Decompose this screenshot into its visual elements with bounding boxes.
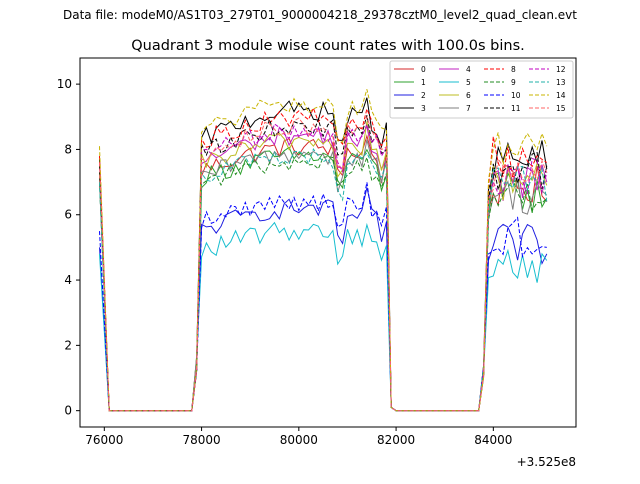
x-tick-label: 84000: [474, 433, 512, 447]
y-tick-label: 8: [64, 142, 72, 156]
y-tick-label: 4: [64, 273, 72, 287]
x-tick-label: 82000: [377, 433, 415, 447]
legend-label-13: 13: [556, 78, 566, 87]
legend-label-3: 3: [421, 104, 426, 113]
y-tick-label: 6: [64, 208, 72, 222]
x-tick-label: 80000: [280, 433, 318, 447]
legend-label-11: 11: [511, 104, 521, 113]
x-offset-label: +3.525e8: [517, 455, 576, 469]
legend-label-4: 4: [466, 65, 471, 74]
legend-label-6: 6: [466, 91, 471, 100]
plot-lines: [99, 89, 548, 412]
legend-label-9: 9: [511, 78, 516, 87]
legend-label-5: 5: [466, 78, 471, 87]
y-tick-label: 0: [64, 404, 72, 418]
series-line-1: [99, 146, 548, 412]
series-line-8: [99, 106, 548, 412]
axes-frame: [79, 57, 577, 428]
series-line-14: [99, 89, 548, 412]
series-line-4: [99, 125, 548, 412]
legend-label-14: 14: [556, 91, 566, 100]
series-line-13: [99, 148, 548, 412]
series-line-2: [99, 187, 548, 412]
chart-title: Quadrant 3 module wise count rates with …: [131, 38, 525, 54]
figure-suptitle: Data file: modeM0/AS1T03_279T01_90000042…: [63, 8, 577, 22]
series-line-0: [99, 134, 548, 412]
x-axis: 76000 78000 80000 82000 84000: [85, 427, 512, 447]
legend-label-8: 8: [511, 65, 516, 74]
series-line-7: [99, 139, 548, 412]
legend-label-0: 0: [421, 65, 426, 74]
y-tick-label: 2: [64, 338, 72, 352]
y-tick-label: 10: [57, 77, 72, 91]
series-line-10: [99, 182, 547, 412]
legend-label-1: 1: [421, 78, 426, 87]
series-line-6: [99, 121, 548, 412]
legend-label-12: 12: [556, 65, 566, 74]
series-line-5: [99, 221, 548, 412]
legend-label-2: 2: [421, 91, 426, 100]
legend-label-7: 7: [466, 104, 471, 113]
legend-box: [389, 60, 574, 119]
y-axis: 0 2 4 6 8 10: [57, 77, 80, 418]
series-line-11: [99, 115, 548, 412]
x-tick-label: 76000: [85, 433, 123, 447]
legend-label-15: 15: [556, 104, 566, 113]
x-tick-label: 78000: [182, 433, 220, 447]
series-line-12: [99, 123, 548, 412]
series-line-15: [99, 115, 548, 412]
legend-label-10: 10: [511, 91, 521, 100]
